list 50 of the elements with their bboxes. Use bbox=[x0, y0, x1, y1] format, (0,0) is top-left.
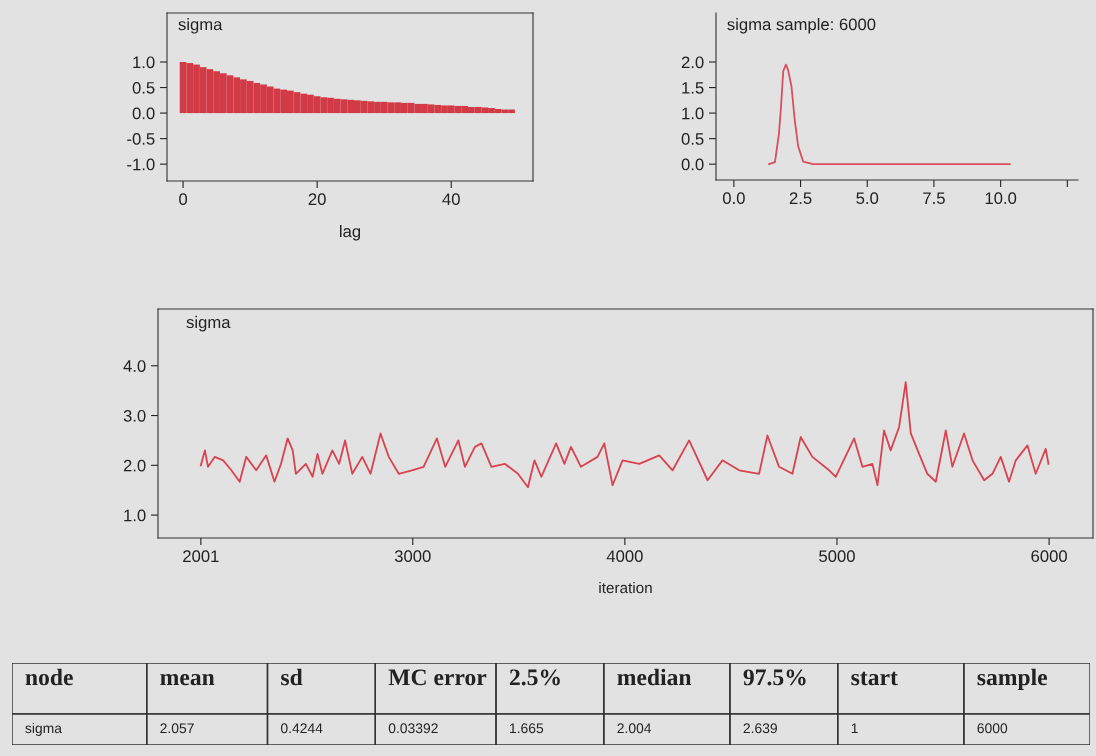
y-tick-label: 4.0 bbox=[123, 360, 146, 372]
chart-title: sigma sample: 6000 bbox=[727, 18, 876, 34]
x-tick-label: 4000 bbox=[606, 550, 643, 563]
x-tick-label: 5000 bbox=[819, 550, 855, 563]
data-label: 0.03392 bbox=[388, 723, 438, 734]
text: node bbox=[25, 668, 73, 686]
category-label: sample bbox=[977, 668, 1048, 691]
x-tick-label: 2.5 bbox=[789, 192, 812, 205]
x-tick-label: 10.0 bbox=[985, 192, 1017, 205]
x-tick-label: 7.5 bbox=[923, 192, 945, 205]
y-tick-label: -0.5 bbox=[127, 133, 155, 145]
x-tick-label: 40 bbox=[442, 193, 460, 206]
x-tick-label: 6000 bbox=[1031, 550, 1067, 563]
x-tick-label: 3000 bbox=[394, 550, 431, 563]
y-tick-label: 3.0 bbox=[123, 409, 146, 422]
chart-title: sigma bbox=[186, 315, 231, 332]
category-label: mean bbox=[160, 673, 215, 686]
category-label: MC error bbox=[388, 669, 487, 686]
category-label: median bbox=[617, 668, 692, 686]
data-label: 0.4244 bbox=[280, 723, 323, 734]
x-axis-title: lag bbox=[340, 225, 361, 241]
x-tick-label: 5.0 bbox=[856, 192, 879, 205]
y-tick-label: 2.0 bbox=[123, 459, 146, 472]
y-tick-label: 1.0 bbox=[133, 56, 155, 69]
data-label: 1 bbox=[851, 723, 858, 734]
y-tick-label: -1.0 bbox=[127, 158, 155, 171]
text: sigma bbox=[25, 722, 62, 736]
data-label: 6000 bbox=[977, 723, 1008, 734]
x-tick-label: 0.0 bbox=[722, 192, 745, 205]
y-tick-label: 0.5 bbox=[132, 81, 155, 94]
x-tick-label: 0 bbox=[179, 193, 188, 206]
data-label: 2.057 bbox=[160, 723, 194, 734]
x-tick-label: 20 bbox=[308, 193, 326, 206]
category-label: sd bbox=[281, 668, 303, 686]
category-label: 97.5% bbox=[743, 669, 806, 686]
x-tick-label: 2001 bbox=[183, 550, 219, 563]
x-axis-title: iteration bbox=[599, 582, 652, 594]
data-label: 2.004 bbox=[617, 723, 652, 734]
data-label: 2.639 bbox=[743, 723, 777, 734]
y-tick-label: 1.0 bbox=[124, 509, 146, 522]
y-tick-label: 0.0 bbox=[681, 158, 704, 171]
data-label: 1.665 bbox=[510, 723, 544, 734]
y-tick-label: 1.5 bbox=[682, 82, 704, 94]
category-label: start bbox=[851, 671, 898, 686]
category-label: 2.5% bbox=[509, 669, 560, 686]
y-tick-label: 0.5 bbox=[681, 133, 704, 145]
chart-title: sigma bbox=[178, 18, 223, 34]
y-tick-label: 2.0 bbox=[681, 56, 704, 69]
y-tick-label: 0.0 bbox=[132, 107, 155, 120]
y-tick-label: 1.0 bbox=[682, 107, 704, 120]
